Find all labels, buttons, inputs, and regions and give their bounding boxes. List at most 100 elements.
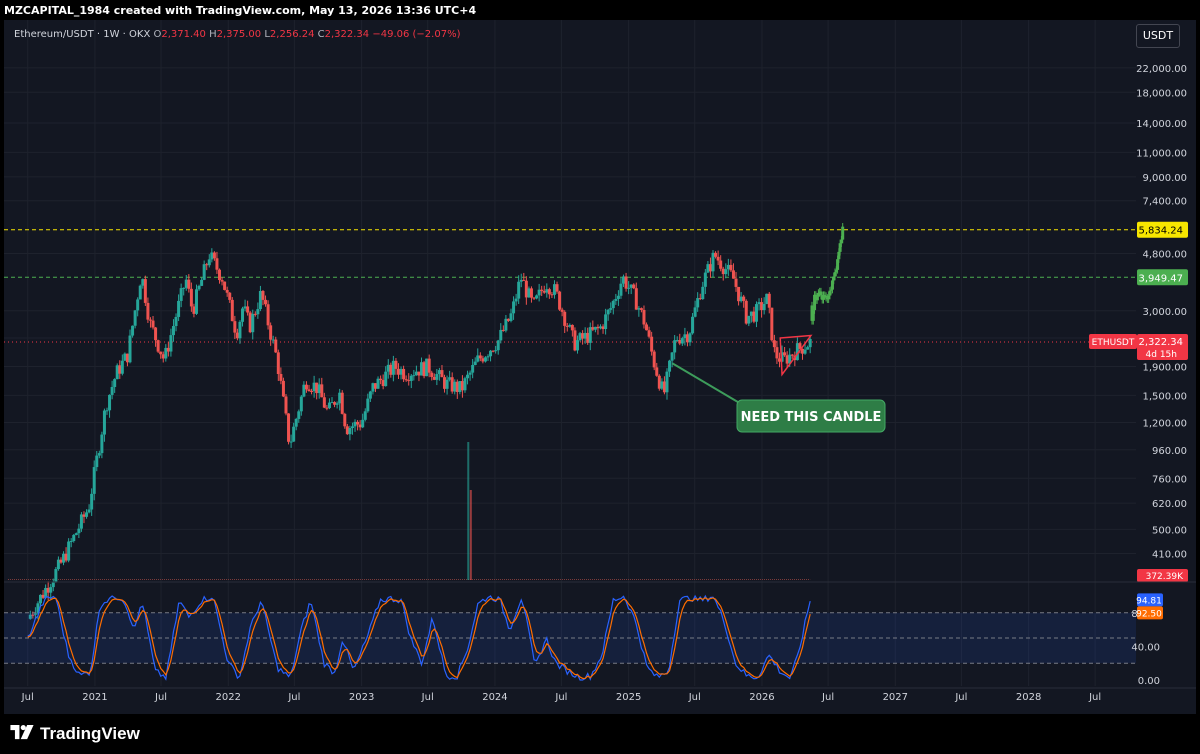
candle-body bbox=[207, 259, 211, 266]
candle bbox=[345, 423, 349, 435]
candle-body bbox=[573, 330, 577, 351]
projection-body bbox=[823, 295, 827, 297]
time-tick-label: Jul bbox=[554, 692, 567, 703]
candle bbox=[108, 394, 112, 418]
candle bbox=[381, 374, 385, 390]
candle bbox=[85, 509, 89, 519]
candle bbox=[662, 376, 666, 395]
candle-body bbox=[634, 288, 638, 310]
candle-body bbox=[220, 280, 224, 282]
candle bbox=[435, 368, 439, 386]
candlestick-series bbox=[28, 248, 812, 620]
candle-body bbox=[473, 361, 477, 366]
candle bbox=[287, 413, 291, 445]
candle bbox=[356, 420, 360, 431]
candle bbox=[703, 269, 707, 295]
price-tick-label: 3,000.00 bbox=[1142, 307, 1187, 318]
candle bbox=[279, 367, 283, 385]
candle-body bbox=[110, 386, 114, 395]
candle bbox=[801, 348, 805, 360]
candle-body bbox=[353, 421, 357, 427]
candle-body bbox=[724, 269, 728, 275]
candle-body bbox=[148, 319, 152, 321]
candle-body bbox=[371, 383, 375, 392]
candle-body bbox=[501, 329, 505, 331]
candle-body bbox=[519, 279, 523, 282]
candle bbox=[235, 328, 239, 341]
candle bbox=[371, 382, 375, 395]
currency-button[interactable]: USDT bbox=[1136, 24, 1180, 48]
candle bbox=[552, 280, 556, 299]
candle-body bbox=[440, 370, 444, 378]
candle-body bbox=[550, 294, 554, 296]
candle bbox=[760, 297, 764, 318]
candle-body bbox=[366, 398, 370, 412]
candle bbox=[762, 297, 766, 315]
candle-body bbox=[417, 371, 421, 376]
price-tick-label: 410.00 bbox=[1152, 550, 1187, 561]
candle bbox=[573, 327, 577, 352]
candle bbox=[271, 335, 275, 344]
candle bbox=[174, 313, 178, 332]
candle-body bbox=[315, 382, 319, 394]
candle bbox=[62, 551, 66, 566]
candle-body bbox=[205, 264, 209, 266]
candle-body bbox=[466, 374, 470, 379]
candle-body bbox=[299, 396, 303, 412]
candle-body bbox=[154, 327, 158, 341]
candle bbox=[437, 367, 441, 381]
candle bbox=[624, 272, 628, 292]
candle bbox=[223, 281, 227, 291]
candle-body bbox=[233, 321, 237, 333]
volume-tag-bg bbox=[1137, 569, 1188, 582]
candle bbox=[246, 300, 250, 316]
projection-body bbox=[832, 276, 836, 281]
candle bbox=[315, 382, 319, 400]
candle bbox=[312, 375, 316, 398]
candle-body bbox=[570, 324, 574, 331]
candle bbox=[575, 335, 579, 354]
candle-body bbox=[611, 300, 615, 309]
candle-body bbox=[404, 379, 408, 381]
candle bbox=[358, 420, 362, 431]
candle-body bbox=[563, 311, 567, 326]
stoch-k-tag-text: 94.81 bbox=[1136, 596, 1162, 606]
price-tick-label: 1,500.00 bbox=[1142, 391, 1187, 402]
candle bbox=[430, 370, 434, 381]
candle bbox=[466, 370, 470, 385]
open-label: O bbox=[153, 29, 162, 40]
candle bbox=[604, 308, 608, 335]
candle-body bbox=[141, 279, 145, 286]
candle bbox=[220, 277, 224, 286]
candle bbox=[258, 285, 262, 312]
candle bbox=[123, 352, 127, 361]
candle-body bbox=[197, 285, 201, 290]
candle bbox=[376, 376, 380, 389]
candle bbox=[754, 301, 758, 328]
projection-candle bbox=[828, 287, 832, 300]
triangle-pattern-drawing bbox=[779, 334, 813, 377]
candle bbox=[253, 311, 257, 317]
candle-body bbox=[287, 413, 291, 442]
candle-body bbox=[312, 382, 316, 392]
candle-body bbox=[266, 304, 270, 326]
candle bbox=[102, 408, 106, 442]
candle-body bbox=[115, 365, 119, 380]
candle-body bbox=[179, 288, 183, 301]
tradingview-logo-icon bbox=[10, 725, 34, 740]
candle bbox=[49, 583, 53, 600]
candle bbox=[302, 381, 306, 398]
candle bbox=[159, 351, 163, 359]
projection-candle bbox=[816, 289, 820, 301]
candle bbox=[146, 297, 150, 323]
candle-body bbox=[333, 402, 337, 405]
candle-body bbox=[294, 418, 298, 427]
symbol-name: Ethereum/USDT · 1W · OKX bbox=[14, 29, 151, 40]
candle-body bbox=[565, 325, 569, 327]
candle-body bbox=[356, 421, 360, 425]
candle-body bbox=[430, 372, 434, 377]
candle bbox=[72, 533, 76, 543]
candle-body bbox=[151, 320, 155, 328]
footer-brand-text: TradingView bbox=[40, 724, 140, 743]
